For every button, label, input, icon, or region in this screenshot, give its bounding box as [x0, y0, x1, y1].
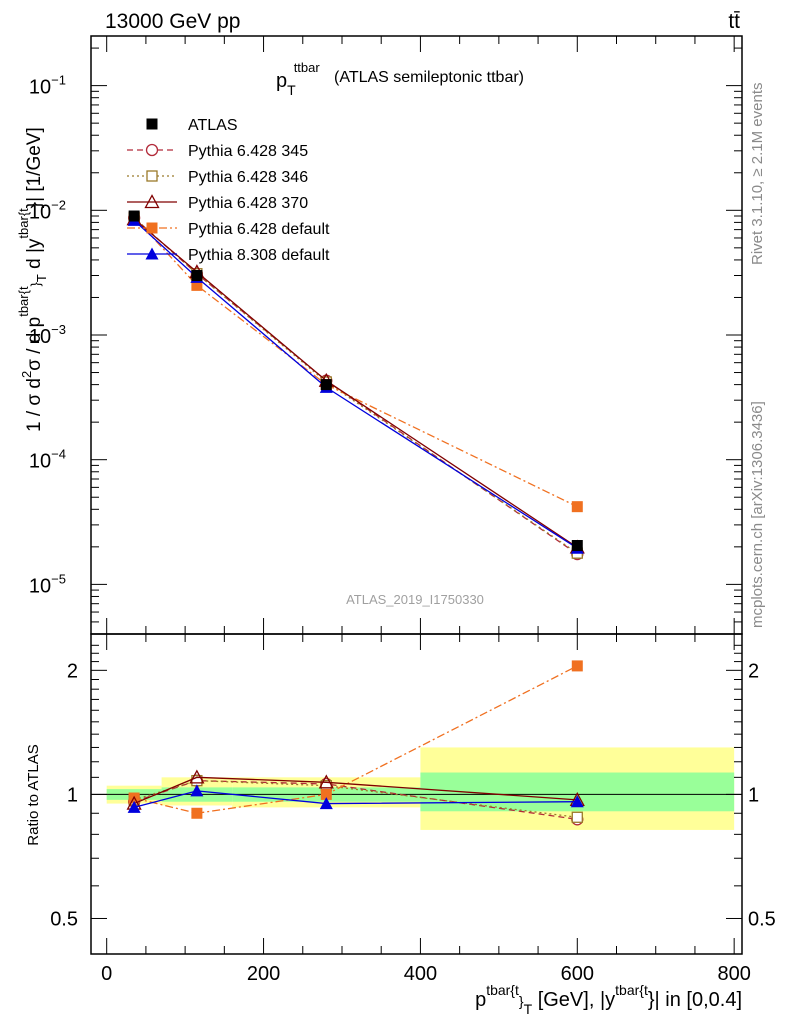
legend-entry: ATLAS [146, 117, 238, 134]
main-ylabel: 1 / σ d2σ / d ptbar{t}T d |ytbar{t}| [1/… [16, 127, 49, 432]
plot-title: pTttbar [276, 60, 320, 98]
header-right: tt̄ [728, 10, 740, 33]
legend-marker [146, 170, 158, 182]
legend-marker [145, 143, 159, 157]
x-tick-label: 400 [404, 963, 437, 985]
legend-marker [146, 118, 158, 130]
legend-entry: Pythia 6.428 370 [127, 194, 308, 212]
ratio-pythia-8-308-default-point [319, 797, 333, 810]
rivet-label: Rivet 3.1.10, ≥ 2.1M events [749, 83, 766, 266]
main-y-tick-label: 10−1 [29, 73, 66, 99]
legend-marker [146, 222, 158, 234]
main-pythia-8-308-default-line [133, 219, 578, 549]
main-pythia-6-428-default-point [571, 501, 583, 513]
ratio-pythia-6-428-default-point [320, 788, 332, 800]
ratio-pythia-6-428-default-point [571, 660, 583, 672]
legend-entry: Pythia 6.428 346 [127, 169, 308, 186]
main-atlas-point [191, 270, 203, 282]
x-tick-label: 200 [247, 963, 280, 985]
main-y-tick-label: 10−2 [29, 197, 66, 223]
ratio-y-tick-label-right: 2 [748, 660, 759, 682]
legend-marker [144, 194, 160, 209]
ratio-panel: 0.5 0.51 12 2 0 200 400 600 800 Ratio to ATLAS … [25, 633, 776, 1017]
plot-title-rest: (ATLAS semileptonic ttbar) [334, 69, 524, 86]
ratio-pythia-6-428-346-line [133, 779, 578, 818]
ratio-y-ticks: 0.5 0.5 1 1 2 2 [50, 644, 776, 930]
main-pythia-6-428-default-line [133, 216, 578, 508]
legend-label: Pythia 6.428 370 [188, 195, 308, 212]
plot-title-main: p [276, 70, 287, 92]
ratio-series-layer [126, 660, 585, 826]
ratio-pythia-8-308-default-line [133, 790, 578, 809]
main-y-tick-label: 10−4 [29, 447, 66, 473]
main-y-tick-label: 10−5 [29, 571, 66, 597]
main-x-ticks [106, 36, 735, 634]
ratio-pythia-6-428-default-line [133, 665, 578, 814]
main-y-ticks: 10−1 10−2 10−3 10−4 10−5 [29, 47, 742, 635]
ratio-ylabel: Ratio to ATLAS [25, 744, 42, 845]
legend-entry: Pythia 6.428 345 [127, 143, 308, 160]
ratio-xlabel: ptbar{t}T [GeV], |ytbar{t}| in [0,0.4] [475, 982, 742, 1017]
ratio-y-tick-label-right: 1 [748, 784, 759, 806]
ratio-pythia-8-308-default-point [570, 795, 584, 808]
legend-label: Pythia 8.308 default [188, 247, 330, 264]
main-panel: 10−1 10−2 10−3 10−4 10−5 pTttbar (ATLAS semi… [16, 35, 743, 635]
ratio-pythia-8-308-default-point [127, 800, 141, 813]
ratio-x-ticks: 0 200 400 600 800 [101, 634, 751, 985]
plot-title-sup: ttbar [294, 60, 321, 75]
main-atlas-point [128, 210, 140, 222]
legend-entry: Pythia 6.428 default [127, 221, 330, 238]
ratio-pythia-8-308-default-point [190, 784, 204, 797]
main-pythia-6-428-default-point [191, 279, 203, 291]
legend-entry: Pythia 8.308 default [127, 247, 330, 264]
ratio-pythia-6-428-default-point [191, 807, 203, 819]
ratio-pythia-6-428-370-point [318, 774, 334, 789]
ratio-y-tick-label-right: 0.5 [748, 908, 776, 930]
ratio-pythia-6-428-370-line [133, 776, 578, 805]
ratio-y-tick-label: 1 [67, 784, 78, 806]
mcplots-label: mcplots.cern.ch [arXiv:1306.3436] [749, 401, 766, 628]
legend: ATLAS Pythia 6.428 345 Pythia 6.428 346 Pyt… [127, 117, 330, 264]
plot-title-sub: T [287, 82, 296, 98]
analysis-watermark: ATLAS_2019_I1750330 [346, 592, 484, 607]
x-tick-label: 800 [717, 963, 750, 985]
ratio-pythia-6-428-346-point [571, 811, 583, 823]
ratio-pythia-6-428-370-point [189, 769, 205, 784]
main-atlas-point [320, 379, 332, 391]
main-series-layer [126, 210, 585, 561]
header-left: 13000 GeV pp [105, 10, 240, 33]
x-tick-label: 600 [561, 963, 594, 985]
main-y-tick-label: 10−3 [29, 322, 66, 348]
legend-label: Pythia 6.428 345 [188, 143, 308, 160]
legend-label: Pythia 6.428 346 [188, 169, 308, 186]
main-atlas-point [571, 540, 583, 552]
ratio-y-tick-label: 2 [67, 660, 78, 682]
x-tick-label: 0 [101, 963, 112, 985]
legend-label: ATLAS [188, 117, 238, 134]
main-pythia-6-428-370-line [133, 218, 578, 548]
ratio-y-tick-label: 0.5 [50, 908, 78, 930]
legend-label: Pythia 6.428 default [188, 221, 330, 238]
legend-marker [145, 247, 159, 260]
